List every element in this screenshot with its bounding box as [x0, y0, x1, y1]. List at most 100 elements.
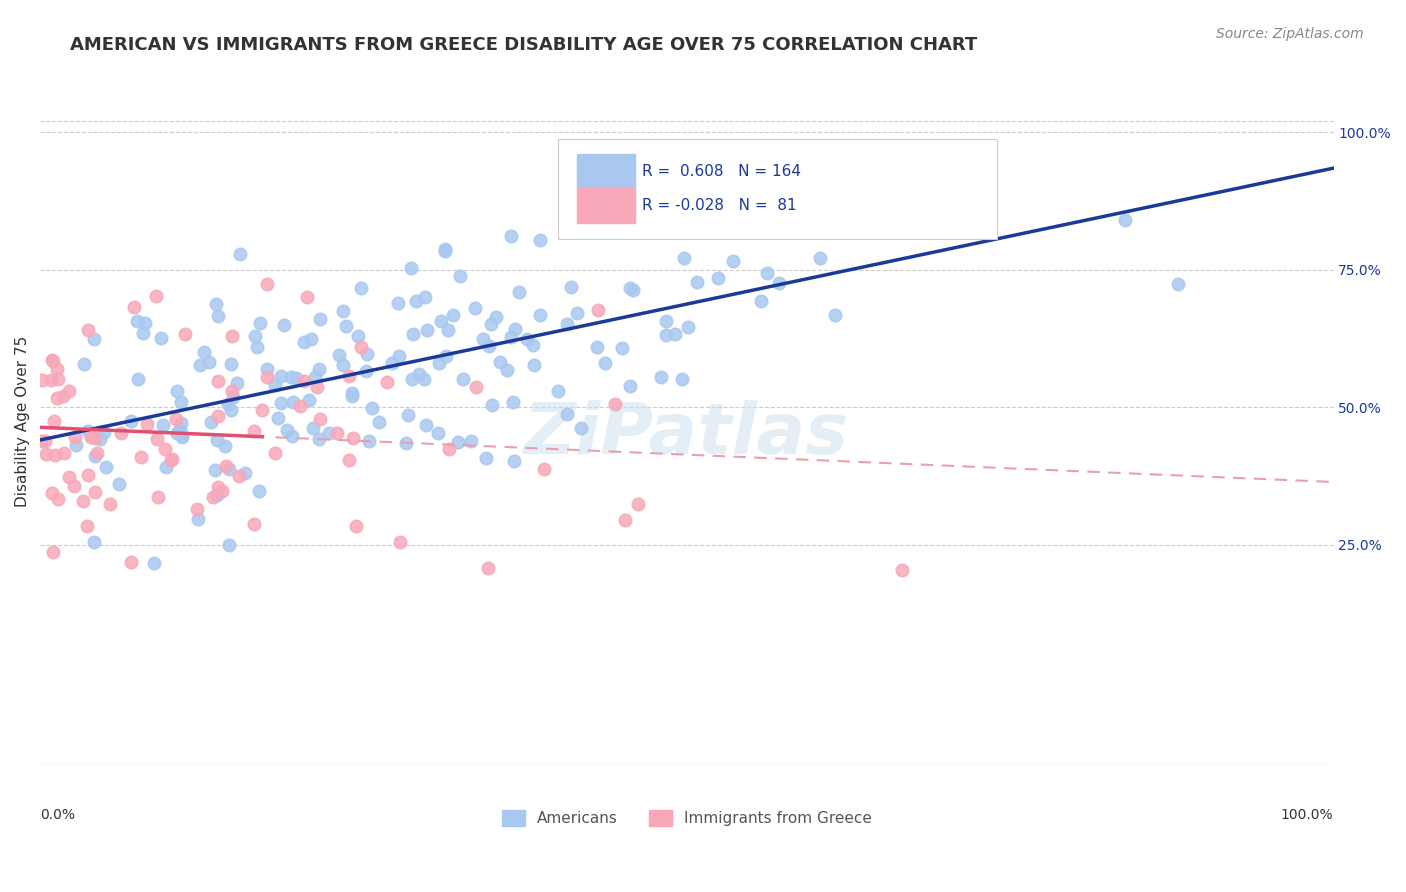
Point — [86, 445, 108, 459]
Point — [756, 266, 779, 280]
Point — [522, 338, 544, 352]
Point — [481, 398, 503, 412]
Point — [198, 355, 221, 369]
Point — [434, 242, 457, 256]
Point — [83, 534, 105, 549]
Point — [332, 358, 354, 372]
Text: 100.0%: 100.0% — [1281, 808, 1333, 822]
Point — [523, 358, 546, 372]
Point — [696, 221, 718, 235]
Point — [155, 460, 177, 475]
Point — [460, 434, 482, 449]
Text: R =  0.608   N = 164: R = 0.608 N = 164 — [641, 164, 800, 179]
Point — [299, 332, 322, 346]
Point — [503, 322, 526, 336]
Point — [436, 323, 458, 337]
Point — [304, 370, 326, 384]
Point — [233, 466, 256, 480]
Point — [555, 317, 578, 331]
Point — [201, 490, 224, 504]
FancyBboxPatch shape — [576, 153, 636, 189]
Point — [478, 339, 501, 353]
Point — [256, 369, 278, 384]
Point — [207, 409, 229, 424]
Point — [292, 334, 315, 349]
Point — [153, 442, 176, 456]
Point — [46, 491, 69, 506]
Point — [48, 372, 70, 386]
Point — [555, 407, 578, 421]
Point — [250, 403, 273, 417]
Point — [96, 460, 118, 475]
Point — [65, 438, 87, 452]
Point — [127, 372, 149, 386]
Point — [256, 277, 278, 292]
Point — [627, 497, 650, 511]
Point — [402, 326, 425, 341]
Point — [396, 409, 419, 423]
Point — [249, 316, 271, 330]
Point — [344, 519, 367, 533]
Point — [309, 412, 332, 426]
Point — [205, 434, 228, 448]
Point — [80, 430, 103, 444]
Point — [80, 430, 103, 444]
Point — [42, 354, 65, 368]
Point — [465, 379, 488, 393]
Point — [655, 328, 678, 343]
Point — [30, 434, 52, 448]
Point — [143, 556, 166, 570]
Point — [516, 332, 538, 346]
Point — [614, 513, 637, 527]
Point — [560, 280, 582, 294]
Point — [533, 462, 555, 476]
Point — [295, 290, 318, 304]
Point — [246, 340, 269, 354]
Point — [547, 384, 569, 398]
Point — [134, 316, 156, 330]
Point — [120, 414, 142, 428]
Point — [204, 463, 226, 477]
Legend: Americans, Immigrants from Greece: Americans, Immigrants from Greece — [496, 805, 877, 832]
Point — [342, 386, 364, 401]
Point — [503, 454, 526, 468]
Point — [429, 314, 451, 328]
Point — [41, 352, 63, 367]
Point — [205, 488, 228, 502]
Point — [218, 538, 240, 552]
Point — [749, 293, 772, 308]
Point — [706, 271, 728, 285]
Point — [285, 371, 308, 385]
Point — [44, 448, 66, 462]
Point — [145, 289, 167, 303]
Point — [34, 434, 56, 448]
Point — [485, 310, 508, 324]
Point — [619, 379, 641, 393]
Point — [215, 458, 238, 473]
Point — [188, 358, 211, 372]
Point — [318, 426, 340, 441]
Point — [619, 281, 641, 295]
Point — [408, 367, 430, 381]
Point — [350, 341, 373, 355]
Y-axis label: Disability Age Over 75: Disability Age Over 75 — [15, 335, 30, 507]
Point — [77, 424, 100, 438]
Point — [58, 470, 80, 484]
Point — [135, 417, 157, 432]
Point — [187, 512, 209, 526]
Point — [292, 374, 315, 388]
Point — [53, 446, 76, 460]
Point — [427, 355, 450, 369]
Point — [211, 484, 233, 499]
Point — [347, 329, 370, 343]
Point — [84, 431, 107, 445]
Point — [132, 326, 155, 341]
Point — [93, 425, 115, 439]
Point — [110, 425, 132, 440]
Point — [46, 391, 69, 405]
Point — [413, 289, 436, 303]
Point — [264, 446, 287, 460]
Point — [342, 431, 364, 445]
Point — [824, 308, 846, 322]
Point — [436, 349, 458, 363]
